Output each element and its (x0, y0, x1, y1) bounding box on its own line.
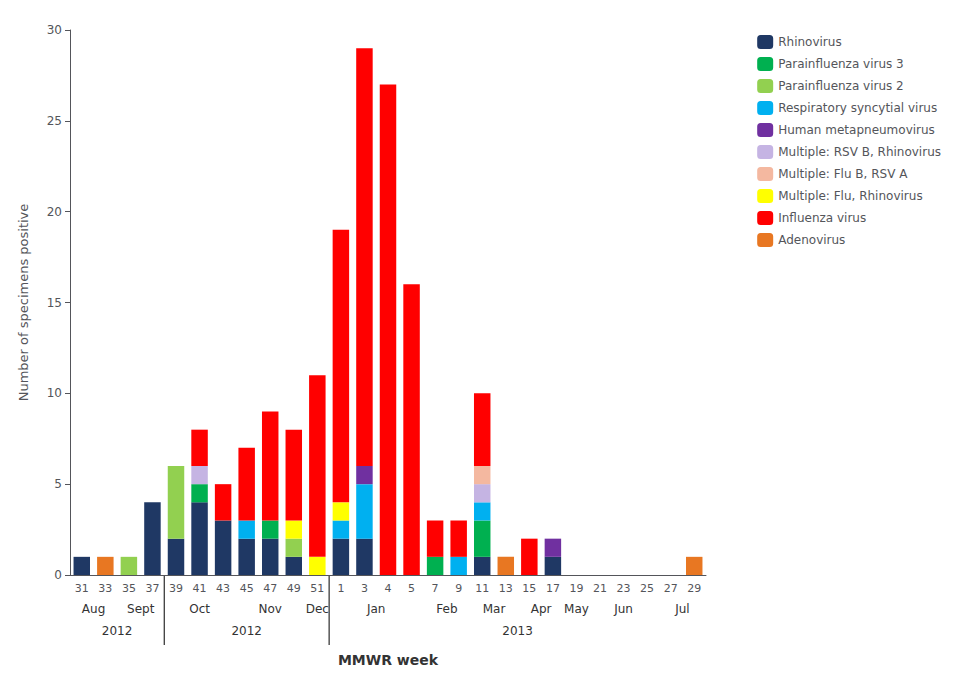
svg-text:31: 31 (75, 582, 89, 595)
svg-text:5: 5 (54, 477, 62, 491)
svg-text:Oct: Oct (189, 602, 210, 616)
svg-text:20: 20 (47, 205, 62, 219)
svg-text:25: 25 (47, 114, 62, 128)
svg-text:43: 43 (216, 582, 230, 595)
svg-text:Jun: Jun (613, 602, 633, 616)
svg-text:13: 13 (499, 582, 513, 595)
svg-text:May: May (564, 602, 589, 616)
svg-text:Influenza virus: Influenza virus (778, 211, 866, 225)
svg-text:9: 9 (455, 582, 462, 595)
svg-text:MMWR week: MMWR week (338, 652, 439, 668)
svg-text:27: 27 (664, 582, 678, 595)
svg-text:Number of specimens positive: Number of specimens positive (16, 204, 31, 402)
svg-text:Apr: Apr (531, 602, 552, 616)
svg-text:45: 45 (240, 582, 254, 595)
svg-text:49: 49 (287, 582, 301, 595)
svg-text:15: 15 (522, 582, 536, 595)
svg-text:30: 30 (47, 23, 62, 37)
svg-text:Mar: Mar (483, 602, 506, 616)
svg-text:17: 17 (546, 582, 560, 595)
svg-text:Jul: Jul (674, 602, 689, 616)
svg-text:47: 47 (263, 582, 277, 595)
svg-text:Adenovirus: Adenovirus (778, 233, 845, 247)
svg-text:51: 51 (310, 582, 324, 595)
svg-text:Aug: Aug (82, 602, 105, 616)
svg-text:25: 25 (640, 582, 654, 595)
svg-text:Parainfluenza virus 2: Parainfluenza virus 2 (778, 79, 904, 93)
svg-text:41: 41 (193, 582, 207, 595)
svg-text:2013: 2013 (502, 624, 533, 638)
svg-text:37: 37 (145, 582, 159, 595)
svg-text:Feb: Feb (436, 602, 457, 616)
svg-text:33: 33 (98, 582, 112, 595)
svg-text:2012: 2012 (102, 624, 133, 638)
svg-text:Multiple: Flu, Rhinovirus: Multiple: Flu, Rhinovirus (778, 189, 922, 203)
svg-text:1: 1 (337, 582, 344, 595)
svg-text:Human metapneumovirus: Human metapneumovirus (778, 123, 935, 137)
svg-text:11: 11 (475, 582, 489, 595)
svg-text:5: 5 (408, 582, 415, 595)
svg-text:Dec: Dec (306, 602, 329, 616)
svg-text:0: 0 (54, 568, 62, 582)
svg-text:21: 21 (593, 582, 607, 595)
svg-text:Multiple: RSV B, Rhinovirus: Multiple: RSV B, Rhinovirus (778, 145, 941, 159)
svg-text:Jan: Jan (366, 602, 386, 616)
svg-text:19: 19 (569, 582, 583, 595)
svg-text:Nov: Nov (259, 602, 282, 616)
svg-text:Sept: Sept (127, 602, 155, 616)
svg-text:39: 39 (169, 582, 183, 595)
svg-text:15: 15 (47, 296, 62, 310)
svg-text:Respiratory syncytial virus: Respiratory syncytial virus (778, 101, 937, 115)
svg-text:Parainfluenza virus 3: Parainfluenza virus 3 (778, 57, 904, 71)
svg-text:4: 4 (385, 582, 392, 595)
svg-text:Multiple: Flu B, RSV A: Multiple: Flu B, RSV A (778, 167, 908, 181)
svg-text:23: 23 (617, 582, 631, 595)
svg-text:Rhinovirus: Rhinovirus (778, 35, 841, 49)
svg-text:29: 29 (687, 582, 701, 595)
svg-text:10: 10 (47, 386, 62, 400)
svg-text:3: 3 (361, 582, 368, 595)
svg-text:7: 7 (432, 582, 439, 595)
svg-text:35: 35 (122, 582, 136, 595)
svg-text:2012: 2012 (231, 624, 262, 638)
